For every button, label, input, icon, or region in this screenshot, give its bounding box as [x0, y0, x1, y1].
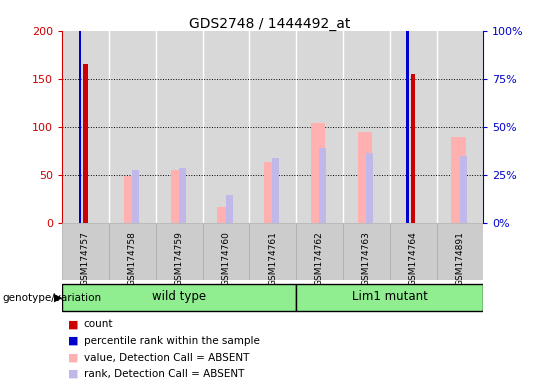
- Bar: [202, 223, 249, 280]
- Text: GSM174760: GSM174760: [221, 231, 231, 286]
- Bar: [311, 123, 325, 223]
- Bar: [79, 25, 81, 223]
- Bar: [436, 223, 483, 280]
- Text: rank, Detection Call = ABSENT: rank, Detection Call = ABSENT: [84, 369, 244, 379]
- Text: GSM174759: GSM174759: [174, 231, 184, 286]
- Text: GSM174758: GSM174758: [128, 231, 137, 286]
- Bar: [296, 31, 343, 223]
- Bar: [406, 29, 409, 223]
- Text: ■: ■: [68, 319, 78, 329]
- Text: GSM174757: GSM174757: [81, 231, 90, 286]
- Bar: [83, 65, 88, 223]
- Bar: [390, 31, 436, 223]
- Text: ▶: ▶: [54, 293, 63, 303]
- Bar: [62, 31, 109, 223]
- Bar: [366, 153, 373, 223]
- Bar: [249, 223, 296, 280]
- Text: GDS2748 / 1444492_at: GDS2748 / 1444492_at: [190, 17, 350, 31]
- Bar: [411, 74, 415, 223]
- Bar: [296, 223, 343, 280]
- Text: value, Detection Call = ABSENT: value, Detection Call = ABSENT: [84, 353, 249, 362]
- Bar: [202, 31, 249, 223]
- Bar: [124, 176, 138, 223]
- Bar: [109, 31, 156, 223]
- Text: GSM174762: GSM174762: [315, 231, 324, 286]
- Text: GSM174891: GSM174891: [455, 231, 464, 286]
- Bar: [109, 223, 156, 280]
- Bar: [296, 284, 483, 311]
- Text: count: count: [84, 319, 113, 329]
- Text: wild type: wild type: [152, 290, 206, 303]
- Bar: [156, 31, 202, 223]
- Bar: [343, 31, 390, 223]
- Text: ■: ■: [68, 336, 78, 346]
- Bar: [156, 223, 202, 280]
- Bar: [226, 195, 233, 223]
- Bar: [451, 137, 465, 223]
- Text: GSM174764: GSM174764: [409, 231, 417, 286]
- Bar: [171, 170, 185, 223]
- Bar: [62, 223, 109, 280]
- Text: ■: ■: [68, 353, 78, 362]
- Bar: [62, 284, 296, 311]
- Text: percentile rank within the sample: percentile rank within the sample: [84, 336, 260, 346]
- Bar: [218, 207, 232, 223]
- Bar: [273, 159, 280, 223]
- Text: genotype/variation: genotype/variation: [3, 293, 102, 303]
- Bar: [390, 223, 436, 280]
- Bar: [358, 131, 372, 223]
- Bar: [436, 31, 483, 223]
- Text: Lim1 mutant: Lim1 mutant: [352, 290, 428, 303]
- Bar: [264, 162, 278, 223]
- Bar: [249, 31, 296, 223]
- Text: ■: ■: [68, 369, 78, 379]
- Bar: [460, 156, 467, 223]
- Text: GSM174763: GSM174763: [362, 231, 371, 286]
- Bar: [343, 223, 390, 280]
- Text: GSM174761: GSM174761: [268, 231, 277, 286]
- Bar: [319, 148, 326, 223]
- Bar: [132, 170, 139, 223]
- Bar: [179, 168, 186, 223]
